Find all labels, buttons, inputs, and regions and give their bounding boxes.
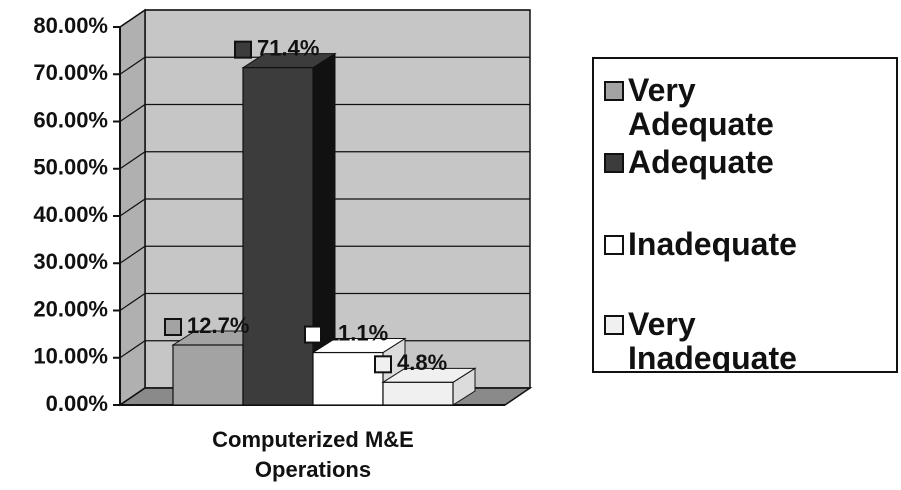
bar bbox=[382, 381, 454, 406]
legend-entry: Inadequate bbox=[604, 226, 838, 262]
grid-line bbox=[119, 198, 530, 217]
legend-label: Inadequate bbox=[628, 226, 797, 262]
grid-line bbox=[119, 245, 530, 264]
bar bbox=[172, 344, 244, 406]
legend-swatch bbox=[604, 153, 624, 173]
bar bbox=[242, 67, 314, 406]
legend-swatch bbox=[604, 81, 624, 101]
bar bbox=[312, 351, 384, 406]
y-tick-label: 10.00% bbox=[33, 344, 108, 369]
grid-line bbox=[119, 103, 530, 122]
data-label: 11.1% bbox=[327, 320, 388, 345]
y-tick-label: 40.00% bbox=[33, 202, 108, 227]
grid-line bbox=[119, 151, 530, 170]
y-tick-label: 0.00% bbox=[46, 391, 108, 416]
data-label: 12.7% bbox=[187, 313, 249, 338]
grid-line bbox=[119, 292, 530, 311]
label-marker bbox=[304, 325, 322, 344]
legend: Very Adequate Adequate Inadequate Very Inad… bbox=[592, 57, 898, 373]
label-marker bbox=[234, 40, 252, 59]
y-tick-label: 20.00% bbox=[33, 296, 108, 321]
legend-entry: Very Adequate bbox=[604, 72, 838, 142]
y-tick-label: 60.00% bbox=[33, 107, 108, 132]
legend-label: Adequate bbox=[628, 144, 774, 180]
x-category-label: Computerized M&E Operations bbox=[212, 427, 414, 482]
legend-swatch bbox=[604, 235, 624, 255]
legend-entry: Adequate bbox=[604, 144, 838, 180]
legend-label: Very Adequate bbox=[628, 72, 774, 142]
label-marker bbox=[164, 317, 182, 336]
label-marker bbox=[374, 355, 392, 374]
y-tick-label: 50.00% bbox=[33, 155, 108, 180]
y-tick-label: 30.00% bbox=[33, 249, 108, 274]
legend-swatch bbox=[604, 315, 624, 335]
data-label: 71.4% bbox=[257, 35, 319, 60]
legend-label: Very Inadequate bbox=[628, 306, 797, 373]
grid-line bbox=[119, 56, 530, 75]
y-tick-label: 80.00% bbox=[33, 13, 108, 38]
y-tick-label: 70.00% bbox=[33, 60, 108, 85]
legend-entry: Very Inadequate bbox=[604, 306, 838, 373]
data-label: 4.8% bbox=[397, 350, 447, 375]
grid-line bbox=[119, 9, 530, 28]
